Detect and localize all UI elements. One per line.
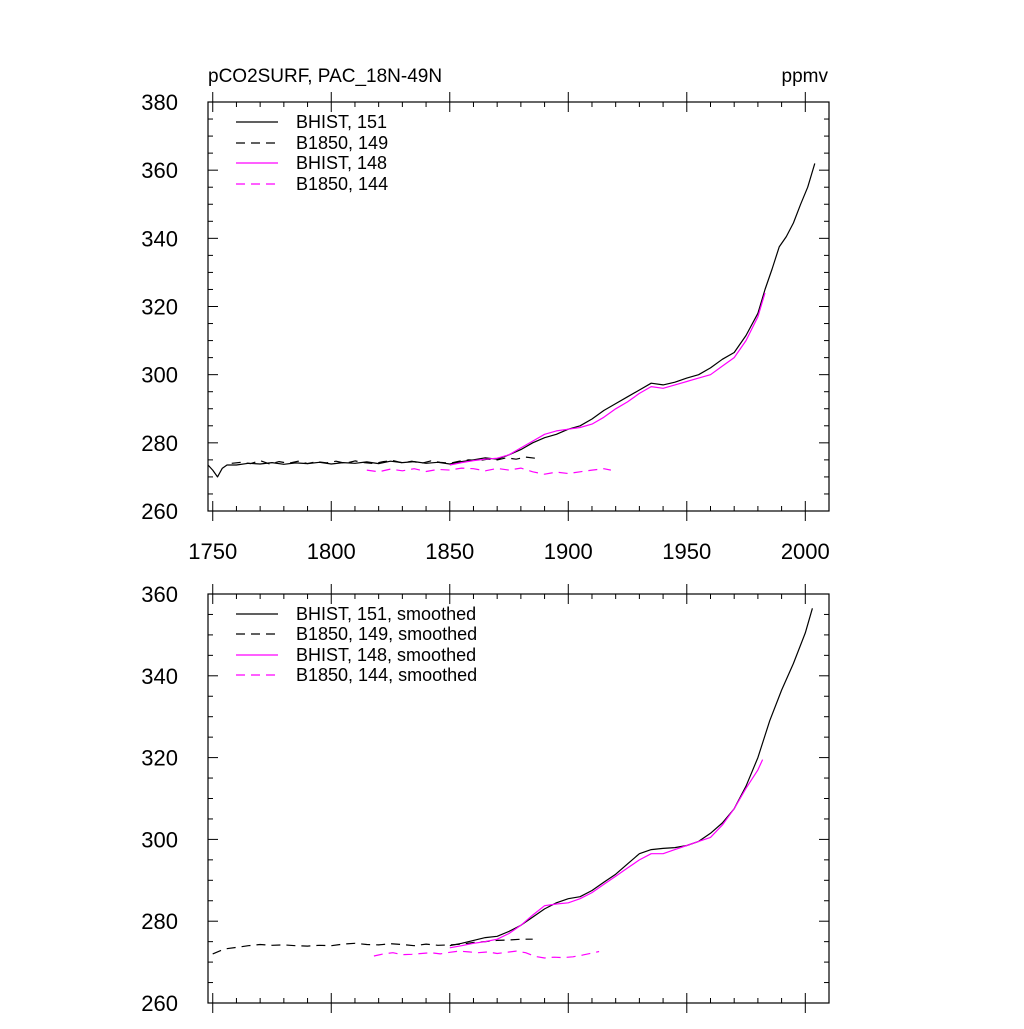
y-tick-label: 340 — [141, 226, 178, 251]
legend-label-b1850-149-smoothed: B1850, 149, smoothed — [296, 624, 477, 644]
series-line-bhist-151-smoothed — [449, 608, 813, 947]
y-tick-label: 260 — [141, 499, 178, 524]
bottom-legend: BHIST, 151, smoothed B1850, 149, smoothe… — [236, 604, 477, 685]
y-tick-label: 260 — [141, 991, 178, 1016]
y-tick-label: 360 — [141, 158, 178, 183]
top-legend: BHIST, 151 B1850, 149 BHIST, 148 B1850, … — [236, 112, 388, 194]
bottom-panel: 260 280 300 320 340 360 — [141, 582, 830, 1016]
y-tick-label: 300 — [141, 363, 178, 388]
y-tick-label: 380 — [141, 90, 178, 115]
top-title-left: pCO2SURF, PAC_18N-49N — [208, 66, 442, 87]
legend-label-b1850-149: B1850, 149 — [296, 133, 388, 153]
legend-label-bhist-151: BHIST, 151 — [296, 112, 387, 132]
x-tick-label: 2000 — [781, 539, 830, 564]
top-panel: 1750 1800 1850 1900 1950 2000 260 280 300 320 340 3… — [141, 90, 829, 564]
y-tick-label: 320 — [141, 295, 178, 320]
y-tick-label: 280 — [141, 431, 178, 456]
x-tick-label: 1850 — [425, 539, 474, 564]
y-tick-label: 320 — [141, 746, 178, 771]
top-title-right: ppmv — [782, 66, 829, 87]
y-tick-label: 360 — [141, 582, 178, 607]
x-tick-label: 1900 — [544, 539, 593, 564]
y-tick-label: 280 — [141, 909, 178, 934]
x-tick-label: 1750 — [188, 539, 237, 564]
series-line-bhist-148-smoothed — [449, 759, 764, 949]
y-tick-label: 300 — [141, 827, 178, 852]
series-line-bhist-151 — [207, 163, 816, 478]
x-tick-label: 1950 — [662, 539, 711, 564]
legend-label-bhist-151-smoothed: BHIST, 151, smoothed — [296, 604, 476, 624]
x-tick-label: 1800 — [307, 539, 356, 564]
series-line-b1850-144-smoothed — [373, 950, 600, 959]
legend-label-b1850-144: B1850, 144 — [296, 174, 388, 194]
legend-label-bhist-148: BHIST, 148 — [296, 153, 387, 173]
legend-label-b1850-144-smoothed: B1850, 144, smoothed — [296, 665, 477, 685]
legend-label-bhist-148-smoothed: BHIST, 148, smoothed — [296, 645, 476, 665]
series-line-bhist-148 — [449, 292, 766, 466]
series-line-b1850-144 — [366, 467, 612, 475]
y-tick-label: 340 — [141, 664, 178, 689]
